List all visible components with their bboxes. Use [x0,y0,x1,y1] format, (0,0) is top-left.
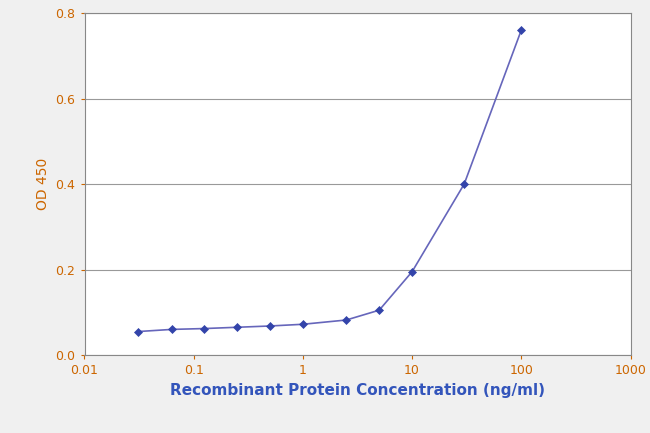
X-axis label: Recombinant Protein Concentration (ng/ml): Recombinant Protein Concentration (ng/ml… [170,383,545,397]
Y-axis label: OD 450: OD 450 [36,158,50,210]
